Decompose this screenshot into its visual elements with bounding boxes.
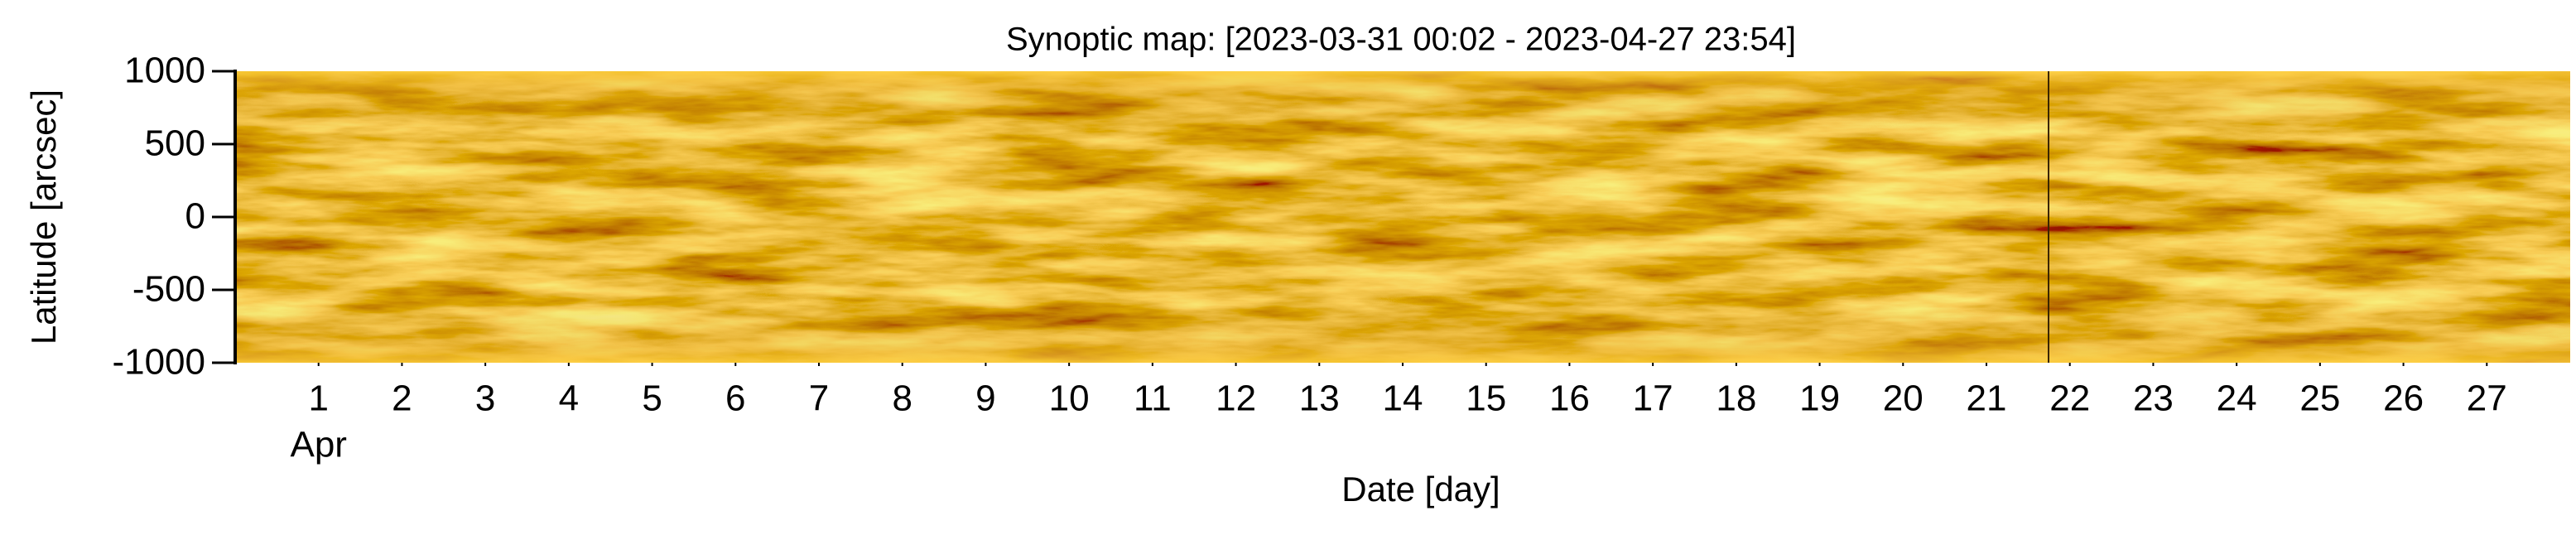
x-tick-label: 14 — [1383, 378, 1423, 419]
y-tick-label: 1000 — [124, 51, 205, 91]
x-tick-label: 25 — [2299, 378, 2340, 419]
x-tick-label: 15 — [1466, 378, 1506, 419]
y-tick-label: 0 — [185, 196, 205, 237]
x-tick-label: 3 — [475, 378, 495, 419]
x-tick-label: 2 — [392, 378, 412, 419]
x-tick-label: 27 — [2467, 378, 2507, 419]
x-tick-label: 24 — [2217, 378, 2257, 419]
x-axis-label: Date [day] — [1341, 470, 1500, 508]
synoptic-image — [235, 71, 2570, 363]
y-tick-label: -500 — [132, 269, 205, 310]
x-tick-label: 22 — [2049, 378, 2090, 419]
map-limb — [235, 71, 2570, 363]
x-tick-label: 5 — [642, 378, 662, 419]
y-axis-label: Latitude [arcsec] — [24, 89, 63, 345]
x-tick-label: 21 — [1967, 378, 2007, 419]
x-tick-label: 16 — [1549, 378, 1590, 419]
x-tick-label: 10 — [1049, 378, 1090, 419]
x-tick-label: 8 — [892, 378, 912, 419]
x-tick-label: 23 — [2133, 378, 2174, 419]
month-label: Apr — [290, 425, 346, 465]
x-tick-label: 26 — [2383, 378, 2424, 419]
x-tick-label: 19 — [1799, 378, 1840, 419]
x-tick-label: 11 — [1134, 378, 1172, 419]
x-tick-label: 4 — [559, 378, 579, 419]
x-tick-label: 17 — [1633, 378, 1673, 419]
y-tick-label: 500 — [145, 123, 205, 164]
x-tick-label: 13 — [1299, 378, 1340, 419]
x-tick-label: 12 — [1216, 378, 1256, 419]
x-tick-label: 1 — [308, 378, 328, 419]
x-tick-label: 18 — [1716, 378, 1756, 419]
x-tick-label: 7 — [809, 378, 829, 419]
x-tick-label: 9 — [975, 378, 995, 419]
chart-title: Synoptic map: [2023-03-31 00:02 - 2023-0… — [1006, 22, 1796, 58]
x-tick-label: 20 — [1883, 378, 1924, 419]
y-tick-label: -1000 — [112, 342, 205, 383]
x-tick-label: 6 — [725, 378, 745, 419]
